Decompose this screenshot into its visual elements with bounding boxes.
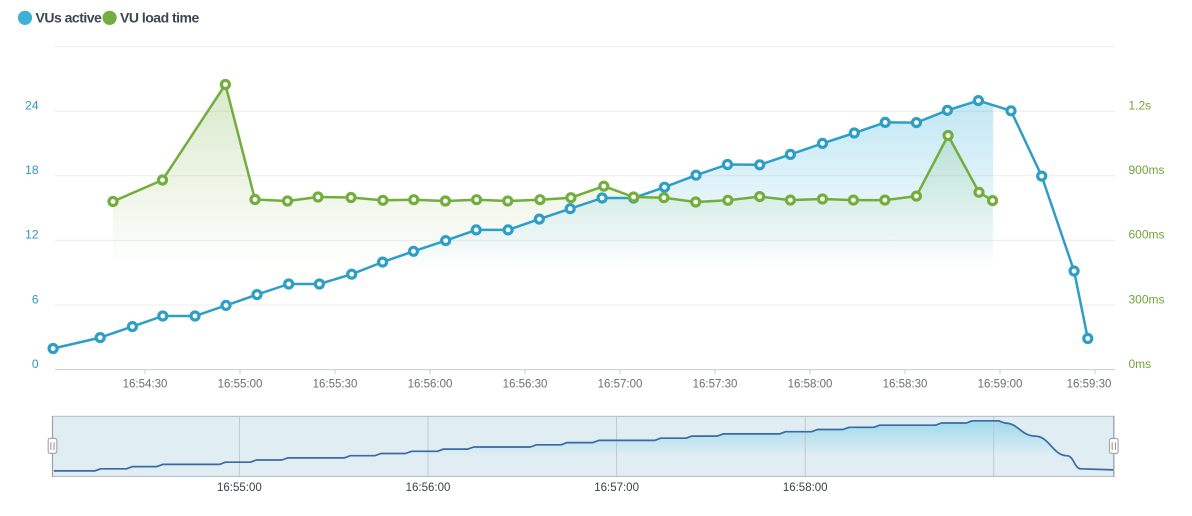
- svg-text:16:58:30: 16:58:30: [883, 379, 928, 391]
- svg-text:0: 0: [32, 357, 39, 371]
- svg-text:16:57:30: 16:57:30: [693, 379, 738, 391]
- svg-text:900ms: 900ms: [1129, 163, 1165, 177]
- svg-text:16:55:30: 16:55:30: [313, 379, 358, 391]
- svg-text:16:59:30: 16:59:30: [1067, 379, 1112, 391]
- svg-text:VU load time: VU load time: [120, 10, 200, 26]
- svg-text:16:56:00: 16:56:00: [408, 379, 453, 391]
- svg-text:16:55:00: 16:55:00: [218, 379, 263, 391]
- svg-text:12: 12: [25, 228, 39, 242]
- svg-text:1.2s: 1.2s: [1129, 99, 1152, 113]
- svg-text:16:58:00: 16:58:00: [788, 379, 833, 391]
- svg-text:16:57:00: 16:57:00: [594, 482, 639, 494]
- svg-text:16:56:30: 16:56:30: [503, 379, 548, 391]
- svg-text:VUs active: VUs active: [36, 10, 103, 26]
- svg-text:0ms: 0ms: [1129, 357, 1152, 371]
- svg-text:16:57:00: 16:57:00: [598, 379, 643, 391]
- svg-text:6: 6: [32, 292, 39, 306]
- svg-text:300ms: 300ms: [1129, 292, 1165, 306]
- svg-text:18: 18: [25, 163, 39, 177]
- svg-text:16:54:30: 16:54:30: [123, 379, 168, 391]
- svg-text:16:55:00: 16:55:00: [217, 482, 262, 494]
- svg-text:24: 24: [25, 99, 39, 113]
- svg-text:600ms: 600ms: [1129, 228, 1165, 242]
- svg-text:16:58:00: 16:58:00: [783, 482, 828, 494]
- svg-text:16:59:00: 16:59:00: [978, 379, 1023, 391]
- svg-text:16:56:00: 16:56:00: [406, 482, 451, 494]
